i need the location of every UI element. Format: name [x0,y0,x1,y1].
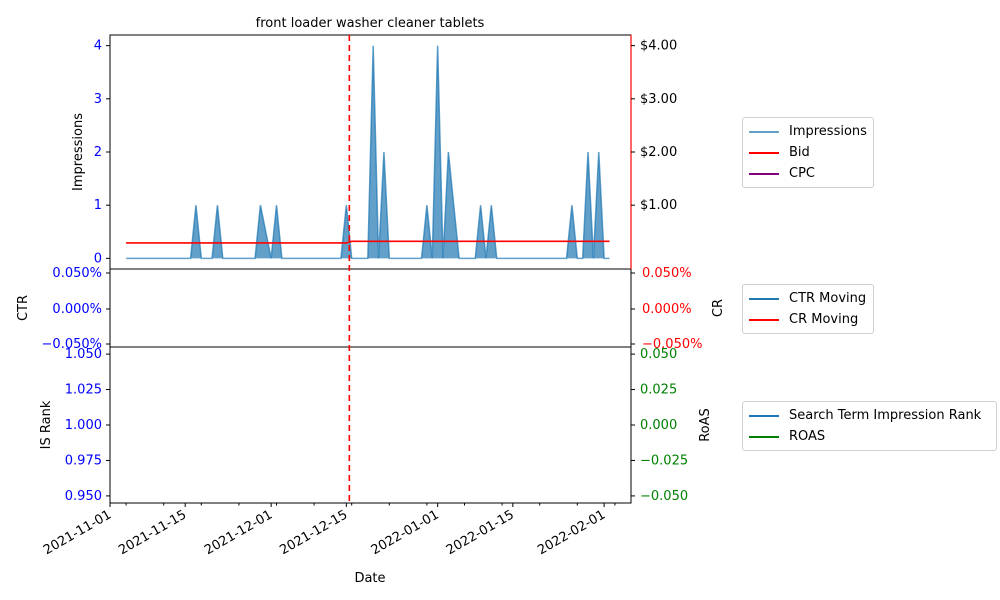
legend-middle: CTR Moving CR Moving [742,284,874,334]
legend-swatch-ctr-moving [749,297,779,300]
bid-line [126,240,610,244]
legend-item-impressions: Impressions [749,121,867,142]
legend-label: CR Moving [789,312,859,327]
x-tick-label: 2022-01-15 [444,507,517,558]
legend-label: CTR Moving [789,291,867,306]
y-tick-label: 1.050 [65,347,102,362]
y-tick-label: 1.025 [65,383,102,398]
legend-label: Impressions [789,124,867,139]
legend-top: Impressions Bid CPC [742,117,874,188]
y-tick-label: −0.050% [42,337,102,352]
y-axis-label-roas: RoAS [698,408,713,442]
legend-label: CPC [789,166,815,181]
x-tick-label: 2022-02-01 [535,507,608,558]
y-tick-label: 4 [94,39,102,54]
y2-tick-label: −0.050 [640,489,688,504]
y2-tick-label: $2.00 [640,145,677,160]
legend-item-cpc: CPC [749,163,867,184]
legend-item-roas: ROAS [749,426,990,447]
impressions-line [126,45,610,260]
legend-swatch-is-rank [749,414,779,417]
y2-tick-label: −0.025 [640,453,688,468]
x-axis-label: Date [354,571,385,586]
x-tick-label: 2022-01-01 [369,507,442,558]
y-tick-label: 2 [94,145,102,160]
y2-tick-label: −0.050% [642,337,702,352]
legend-item-ctr-moving: CTR Moving [749,288,867,309]
y-tick-label: 0 [94,251,102,266]
legend-item-cr-moving: CR Moving [749,309,867,330]
y-tick-label: 3 [94,92,102,107]
panel-frame-2 [109,268,632,348]
x-tick-label: 2021-11-01 [41,507,114,558]
legend-bottom: Search Term Impression Rank ROAS [742,401,997,451]
legend-swatch-cr-moving [749,318,779,321]
y-axis-label-impressions: Impressions [71,113,86,191]
y2-tick-label: 0.050% [642,266,692,281]
y2-tick-label: $4.00 [640,39,677,54]
y2-tick-label: $3.00 [640,92,677,107]
y2-tick-label: $1.00 [640,198,677,213]
y2-tick-label: 0.050 [640,347,677,362]
y2-tick-label: 0.000% [642,302,692,317]
y-tick-label: 0.950 [65,489,102,504]
y-axis-label-cr: CR [711,299,726,317]
legend-label: Bid [789,145,810,160]
legend-label: Search Term Impression Rank [789,408,982,423]
legend-swatch-bid [749,151,779,154]
y-tick-label: 1.000 [65,418,102,433]
y-axis-label-is-rank: IS Rank [39,400,54,449]
legend-item-bid: Bid [749,142,867,163]
x-tick-label: 2021-12-15 [277,507,350,558]
panel-frame-3 [109,346,632,504]
y-tick-label: 1 [94,198,102,213]
y-tick-label: 0.050% [52,266,102,281]
x-tick-label: 2021-11-15 [116,507,189,558]
legend-item-search-term-impression-rank: Search Term Impression Rank [749,405,990,426]
x-tick-label: 2021-12-01 [202,507,275,558]
legend-swatch-roas [749,435,779,438]
chart-title: front loader washer cleaner tablets [256,16,485,31]
legend-swatch-cpc [749,172,779,175]
legend-label: ROAS [789,429,826,444]
legend-swatch-impressions [749,130,779,133]
y-tick-label: 0.000% [52,302,102,317]
y-tick-label: 0.975 [65,453,102,468]
y2-tick-label: 0.000 [640,418,677,433]
y-axis-label-ctr: CTR [16,295,31,321]
y2-tick-label: 0.025 [640,383,677,398]
